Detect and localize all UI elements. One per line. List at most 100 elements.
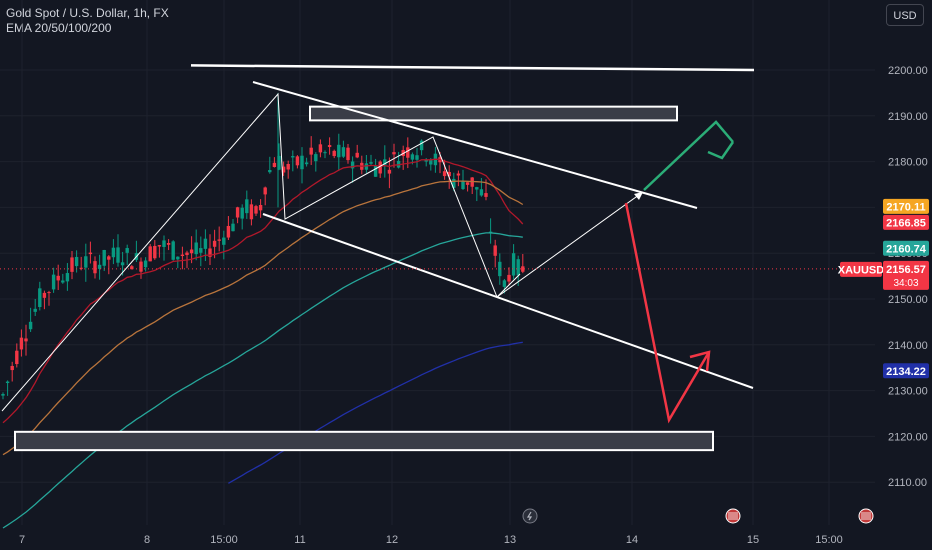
candle-body bbox=[452, 178, 456, 188]
candle-body bbox=[323, 152, 327, 154]
candle-body bbox=[10, 365, 14, 371]
price-label-ema20-bg bbox=[883, 214, 929, 230]
candle-body bbox=[203, 238, 208, 249]
bearish-arrowhead bbox=[689, 350, 711, 372]
candle-body bbox=[162, 240, 166, 247]
y-tick-label: 2190.00 bbox=[888, 111, 928, 123]
ema-20-line bbox=[2, 158, 524, 424]
candle-body bbox=[70, 257, 74, 272]
candle-body bbox=[245, 199, 249, 214]
candle-body bbox=[143, 260, 148, 268]
bar-countdown-label: 34:03 bbox=[893, 278, 918, 289]
candle-body bbox=[130, 266, 134, 270]
news-flash-icon bbox=[522, 508, 538, 524]
x-tick-label: 7 bbox=[19, 534, 25, 546]
candle-body bbox=[346, 147, 350, 161]
price-label-ema200-bg bbox=[883, 363, 929, 379]
candle-body bbox=[415, 155, 419, 160]
candle-body bbox=[387, 169, 392, 174]
candle-body bbox=[369, 162, 373, 164]
wave-path-end bbox=[496, 273, 521, 298]
x-tick-label: 15:00 bbox=[815, 534, 843, 546]
us-flag-event-icon bbox=[725, 508, 741, 524]
bullish-arrowhead bbox=[707, 141, 735, 160]
supply-zone-box bbox=[309, 105, 678, 122]
price-label-ema20: 2166.85 bbox=[886, 217, 926, 229]
candle-body bbox=[1, 394, 5, 396]
candle-body bbox=[268, 169, 272, 173]
candle-body bbox=[153, 245, 157, 259]
bullish-arrow bbox=[643, 120, 734, 191]
candle-body bbox=[15, 350, 19, 365]
candle-body bbox=[212, 240, 217, 247]
candle-body bbox=[189, 249, 194, 254]
price-label-ema100: 2160.74 bbox=[886, 243, 927, 255]
candle-body bbox=[56, 275, 60, 281]
last-price-label: 2156.57 bbox=[886, 264, 926, 276]
candle-body bbox=[484, 193, 488, 197]
candle-body bbox=[88, 252, 93, 255]
currency-button[interactable]: USD bbox=[886, 4, 924, 26]
candle-body bbox=[304, 162, 309, 165]
x-tick-label: 13 bbox=[504, 534, 516, 546]
candle-body bbox=[337, 144, 341, 158]
news-flash-icon-glyph bbox=[526, 511, 533, 521]
candle-body bbox=[410, 154, 415, 160]
candle-body bbox=[102, 249, 106, 266]
candle-body bbox=[217, 239, 221, 241]
candle-body bbox=[125, 248, 129, 253]
candle-body bbox=[38, 288, 42, 308]
candle-body bbox=[314, 154, 318, 162]
wave-arrowhead bbox=[634, 192, 643, 200]
candle-body bbox=[327, 145, 332, 147]
us-flag-event-icon-2 bbox=[858, 508, 874, 524]
y-tick-label: 2120.00 bbox=[888, 431, 928, 443]
candle-body bbox=[406, 147, 410, 158]
candle-body bbox=[185, 252, 189, 255]
candle-body bbox=[516, 259, 520, 276]
candle-body bbox=[511, 253, 516, 276]
candle-body bbox=[42, 292, 47, 298]
candle-body bbox=[341, 147, 346, 157]
bearish-arrow bbox=[624, 202, 711, 424]
candle-body bbox=[33, 308, 37, 312]
candle-body bbox=[318, 144, 323, 153]
resistance-line bbox=[190, 64, 755, 72]
candle-body bbox=[507, 274, 511, 282]
candle-body bbox=[97, 264, 102, 269]
candle-body bbox=[166, 243, 171, 245]
candle-body bbox=[309, 147, 313, 155]
candle-body bbox=[249, 204, 254, 220]
symbol-title[interactable]: Gold Spot / U.S. Dollar, 1h, FX bbox=[6, 6, 169, 20]
candle-body bbox=[498, 261, 502, 277]
candle-body bbox=[521, 266, 525, 272]
y-tick-label: 2150.00 bbox=[888, 294, 928, 306]
candle-body bbox=[300, 155, 304, 170]
x-tick-label: 15:00 bbox=[210, 534, 238, 546]
candle-body bbox=[208, 248, 212, 257]
candle-body bbox=[194, 242, 198, 255]
candle-body bbox=[93, 261, 97, 274]
candle-body bbox=[254, 206, 258, 214]
demand-zone-box bbox=[14, 430, 714, 452]
y-tick-label: 2140.00 bbox=[888, 340, 928, 352]
channel-lower-line bbox=[262, 213, 754, 389]
y-tick-label: 2130.00 bbox=[888, 386, 928, 398]
price-label-ema50: 2170.11 bbox=[886, 201, 925, 213]
candles bbox=[1, 92, 525, 400]
candle-body bbox=[61, 280, 65, 283]
candle-body bbox=[355, 152, 359, 158]
candle-body bbox=[28, 321, 33, 330]
indicator-legend[interactable]: EMA 20/50/100/200 bbox=[6, 21, 112, 35]
candle-body bbox=[447, 171, 451, 177]
candle-body bbox=[120, 262, 125, 266]
candle-body bbox=[465, 182, 470, 185]
x-tick-label: 15 bbox=[747, 534, 759, 546]
candle-body bbox=[226, 225, 231, 238]
ema-50-line bbox=[2, 180, 524, 456]
x-tick-label: 12 bbox=[386, 534, 398, 546]
candle-body bbox=[65, 273, 70, 282]
last-price-bg bbox=[883, 260, 929, 290]
candle-body bbox=[332, 150, 336, 157]
